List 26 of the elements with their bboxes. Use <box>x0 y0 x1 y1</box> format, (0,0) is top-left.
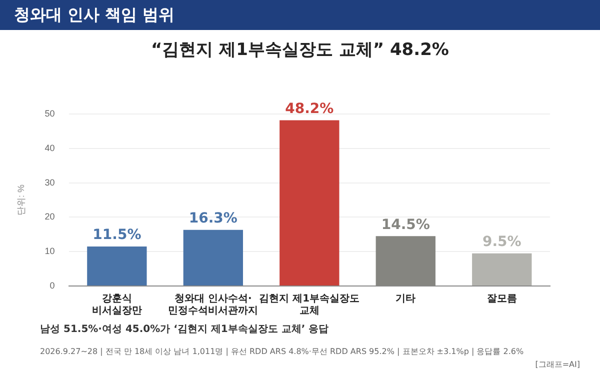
data-label: 9.5% <box>482 234 522 250</box>
bar <box>183 230 243 286</box>
y-tick-label: 30 <box>44 177 55 188</box>
bar <box>87 246 147 286</box>
bar <box>472 253 532 286</box>
text: 남성 51.5%·여성 45.0%가 ‘김현지 제1부속실장도 교체’ 응답 <box>40 323 329 336</box>
chart-title: 청와대 인사 책임 범위 <box>0 0 600 30</box>
y-tick-label: 20 <box>44 212 55 222</box>
text: [그래프=AI] <box>535 359 580 370</box>
x-tick-label: 기타 <box>396 294 416 305</box>
y-axis-title: 단위: % <box>16 184 26 216</box>
data-label: 11.5% <box>92 227 142 244</box>
x-tick-label: 강훈식 비서실장만 <box>92 294 142 317</box>
x-tick-label: 청와대 인사수석· 민정수석비서관까지 <box>168 294 258 317</box>
chart-subtitle: “김현지 제1부속실장도 교체” 48.2% <box>150 39 450 61</box>
bar <box>280 120 340 286</box>
x-tick-label: 잘모름 <box>486 294 517 305</box>
x-tick-label: 김현지 제1부속실장도 교체 <box>259 294 360 317</box>
y-tick-label: 40 <box>44 142 55 153</box>
data-label: 48.2% <box>285 100 334 117</box>
data-label: 16.3% <box>188 210 238 227</box>
y-tick-label: 10 <box>44 246 55 256</box>
y-tick-label: 50 <box>44 108 55 118</box>
y-tick-label: 0 <box>50 280 55 290</box>
data-label: 14.5% <box>381 216 430 233</box>
text: 2026.9.27~28 | 전국 만 18세 이상 남녀 1,011명 | 유선 RDD ARS 4.8%·무선 RDD ARS 95.2% | 표본오차 ±3.1%p | 응답률 2.6% <box>40 346 524 357</box>
